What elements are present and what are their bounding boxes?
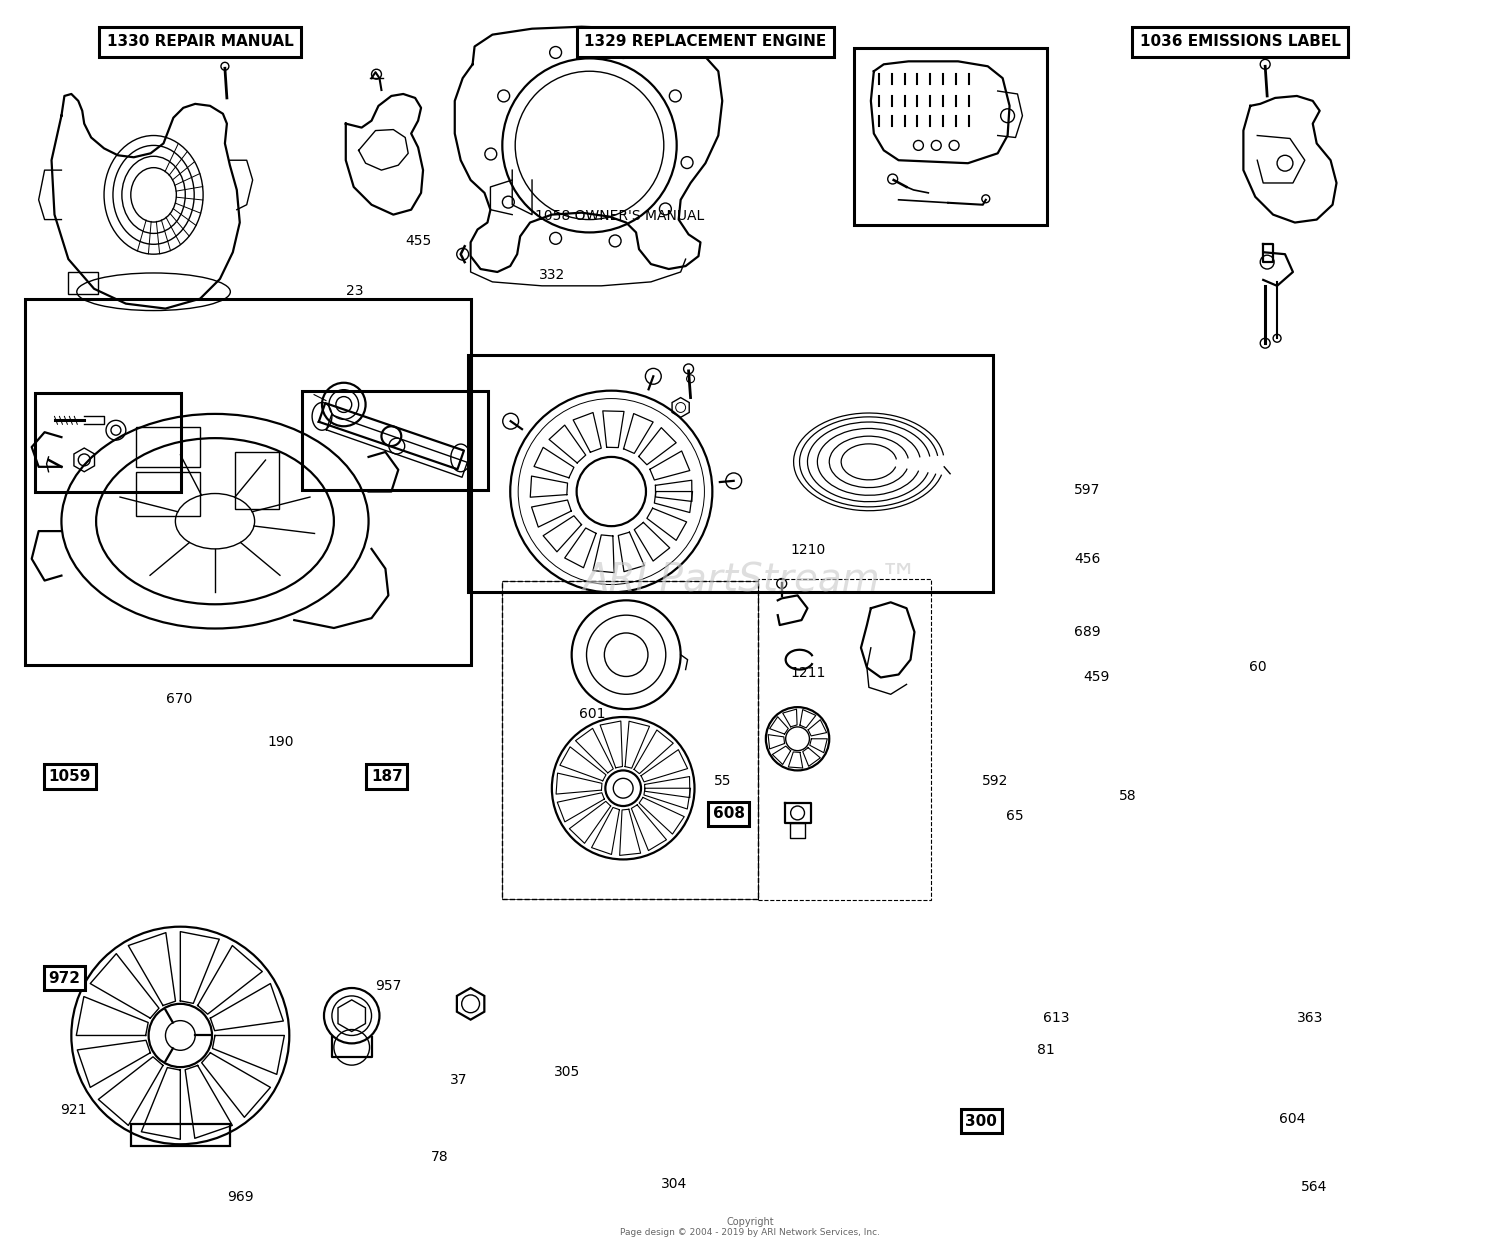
Text: 459: 459 (1083, 670, 1110, 684)
Text: 305: 305 (554, 1065, 580, 1079)
Text: 23: 23 (346, 283, 363, 298)
Text: 957: 957 (375, 978, 402, 992)
Text: 37: 37 (450, 1073, 468, 1088)
Text: 613: 613 (1042, 1011, 1070, 1025)
Text: 604: 604 (1280, 1112, 1305, 1126)
Text: 455: 455 (405, 234, 432, 248)
Bar (34, 393, 182, 491)
Text: 969: 969 (226, 1190, 254, 1205)
Text: Copyright: Copyright (726, 1217, 774, 1228)
Bar (130, 1124, 230, 1146)
Text: 300: 300 (966, 1114, 998, 1129)
Text: 1330 REPAIR MANUAL: 1330 REPAIR MANUAL (106, 34, 294, 49)
Text: 1059: 1059 (48, 769, 92, 784)
Bar (135, 427, 200, 467)
Text: 608: 608 (712, 806, 746, 821)
Bar (26, 298, 471, 665)
Text: ARI PartStream™: ARI PartStream™ (582, 562, 918, 599)
Text: 592: 592 (982, 774, 1008, 788)
Text: 689: 689 (1074, 624, 1101, 640)
Bar (302, 390, 489, 490)
Text: 332: 332 (538, 268, 566, 282)
Bar (468, 355, 993, 593)
Text: 972: 972 (48, 971, 81, 986)
Text: 1211: 1211 (790, 666, 825, 680)
Text: 921: 921 (60, 1103, 87, 1117)
Bar (236, 452, 279, 510)
Text: 363: 363 (1298, 1011, 1323, 1025)
Text: 1058 OWNER'S MANUAL: 1058 OWNER'S MANUAL (534, 209, 704, 223)
Text: 81: 81 (1036, 1044, 1054, 1058)
Text: 78: 78 (430, 1151, 448, 1165)
Text: 456: 456 (1074, 551, 1101, 565)
Text: 597: 597 (1074, 483, 1101, 497)
Bar (503, 580, 758, 899)
Bar (853, 49, 1047, 224)
Bar (758, 579, 932, 900)
Text: 58: 58 (1119, 789, 1136, 803)
Text: 670: 670 (166, 692, 192, 706)
Text: 190: 190 (267, 734, 294, 749)
Text: 55: 55 (714, 774, 732, 788)
Bar (69, 272, 98, 293)
Text: 1036 EMISSIONS LABEL: 1036 EMISSIONS LABEL (1140, 34, 1341, 49)
Text: 564: 564 (1302, 1180, 1328, 1195)
Bar (135, 472, 200, 516)
Text: 304: 304 (662, 1177, 687, 1191)
Text: 65: 65 (1005, 810, 1023, 823)
Text: 601: 601 (579, 708, 606, 721)
Text: 187: 187 (370, 769, 404, 784)
Text: Page design © 2004 - 2019 by ARI Network Services, Inc.: Page design © 2004 - 2019 by ARI Network… (620, 1228, 880, 1236)
Text: 1329 REPLACEMENT ENGINE: 1329 REPLACEMENT ENGINE (585, 34, 826, 49)
Text: 1210: 1210 (790, 543, 825, 556)
Bar (503, 580, 758, 899)
Text: 60: 60 (1250, 660, 1268, 674)
